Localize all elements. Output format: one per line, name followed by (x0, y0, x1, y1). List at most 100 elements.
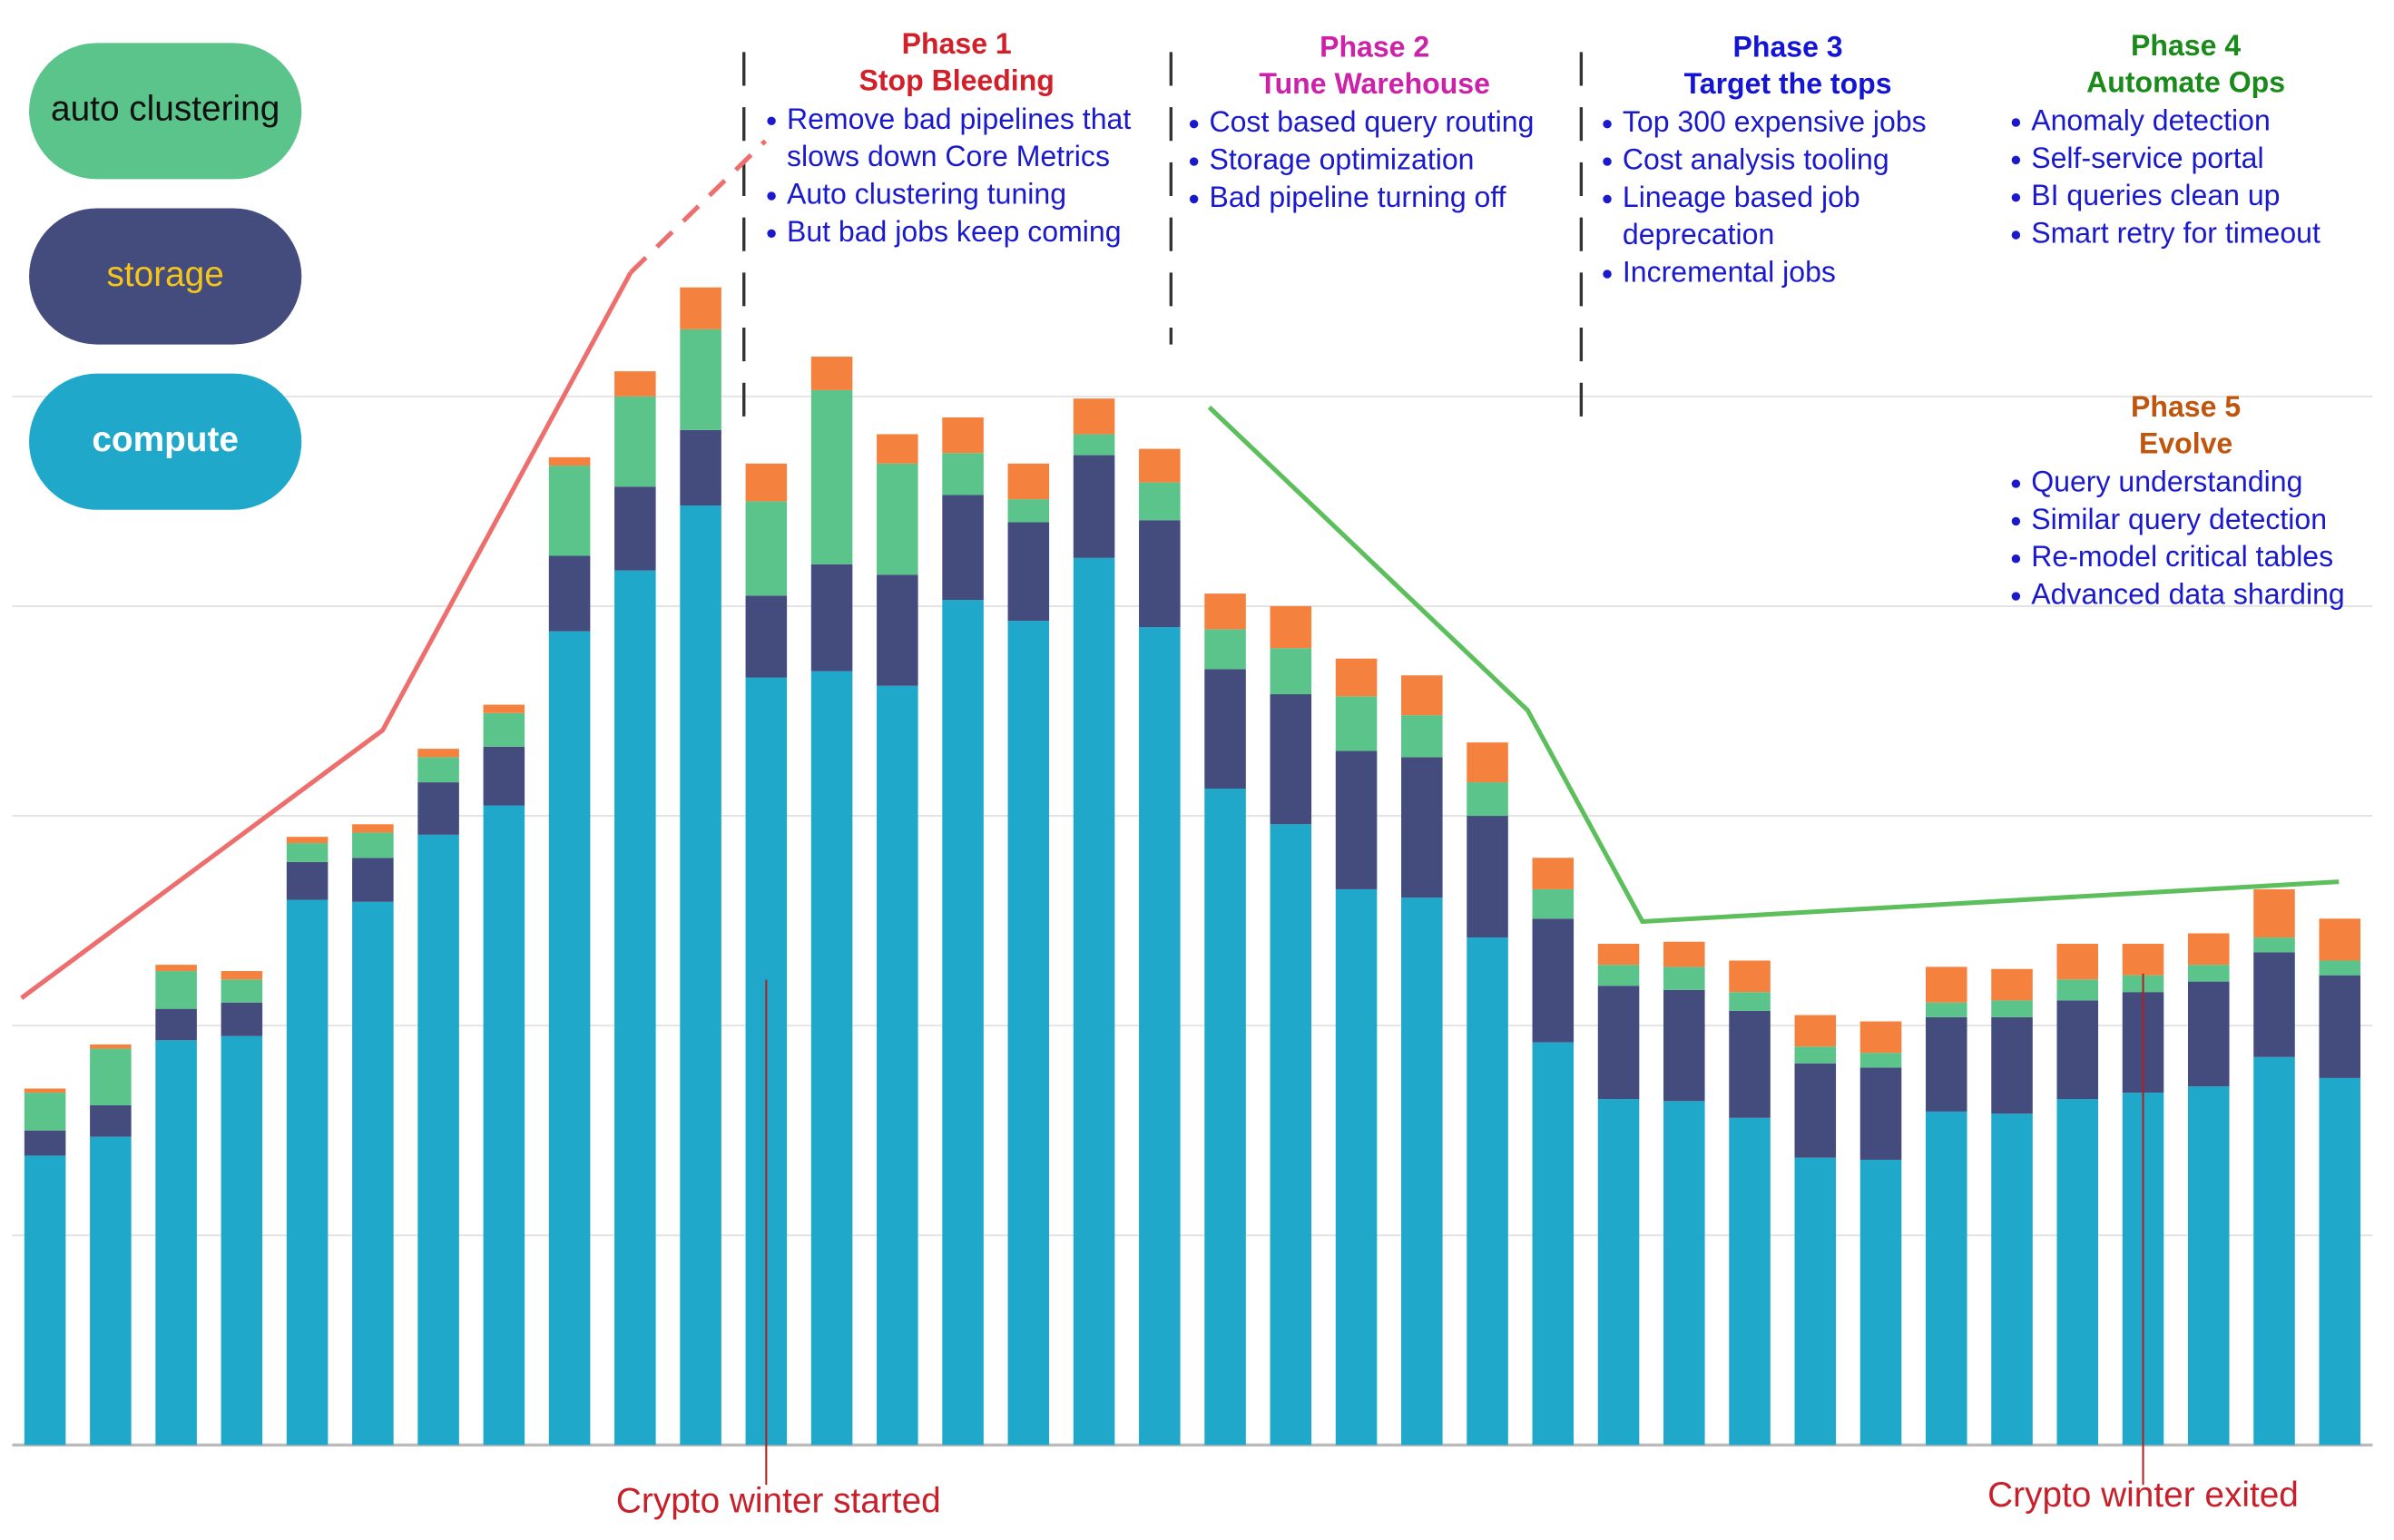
phase-item: Auto clustering tuning (787, 177, 1066, 210)
bar-segment (155, 965, 197, 972)
bar-segment (1794, 1015, 1837, 1047)
bar-segment (548, 555, 591, 632)
bar-segment (1532, 1042, 1575, 1446)
bar-segment (286, 843, 329, 862)
bar-segment (1991, 1000, 2033, 1017)
phase-subtitle: Automate Ops (2086, 65, 2285, 98)
bar-segment (1991, 968, 2033, 1001)
bar-segment (1007, 522, 1050, 622)
bar-segment (614, 486, 656, 571)
bar-segment (548, 631, 591, 1446)
bar-segment (352, 832, 394, 858)
bar-segment (1270, 694, 1312, 825)
bar-segment (2253, 937, 2295, 953)
phase-item: Storage optimization (1209, 143, 1474, 176)
phase-title: Phase 1 (902, 27, 1012, 60)
bar-segment (286, 837, 329, 844)
bar-segment (1401, 757, 1443, 898)
bar-segment (1663, 966, 1705, 990)
phase-subtitle: Stop Bleeding (859, 64, 1055, 97)
bar-segment (2056, 979, 2099, 1001)
bar-segment (1794, 1046, 1837, 1064)
bar-segment (810, 671, 853, 1446)
bar-segment (810, 389, 853, 564)
bar-segment (1926, 1002, 1967, 1017)
bar-segment (1139, 482, 1181, 521)
phase-item: Self-service portal (2031, 142, 2263, 174)
annotation-text: Crypto winter started (616, 1482, 941, 1521)
phase-item: deprecation (1623, 218, 1774, 250)
bullet (2011, 554, 2021, 564)
bar-segment (2319, 975, 2361, 1078)
bar-segment (90, 1044, 132, 1049)
legend-label: compute (92, 420, 239, 459)
bar-segment (745, 463, 788, 502)
bar-segment (548, 456, 591, 466)
bar-segment (352, 824, 394, 833)
legend-label: storage (106, 255, 223, 294)
bar-segment (1073, 455, 1115, 558)
bar-segment (1991, 1113, 2033, 1446)
phase-subtitle: Target the tops (1684, 67, 1892, 100)
bar-segment (1729, 960, 1771, 993)
bar-segment (2056, 944, 2099, 980)
bar-segment (155, 971, 197, 1009)
legend-pill (29, 373, 302, 510)
bar-segment (810, 356, 853, 390)
phase-item: Top 300 expensive jobs (1623, 105, 1927, 138)
bar-segment (1139, 520, 1181, 628)
bullet (1189, 194, 1199, 204)
bar-segment (1007, 499, 1050, 523)
bar-segment (286, 861, 329, 900)
bullet (1603, 194, 1612, 204)
trend-line-dashed (629, 139, 768, 275)
bar-segment (1794, 1157, 1837, 1446)
bar-segment (1335, 750, 1378, 889)
phase-title: Phase 3 (1733, 31, 1843, 64)
bar-segment (680, 329, 721, 430)
bar-segment (2187, 965, 2230, 982)
bar-segment (1926, 1111, 1967, 1446)
bar-segment (1139, 627, 1181, 1446)
bar-segment (352, 901, 394, 1446)
bar-segment (1204, 593, 1246, 630)
annotation-text: Crypto winter exited (1987, 1476, 2299, 1515)
bar-segment (1532, 858, 1575, 889)
bar-segment (1401, 715, 1443, 758)
phase-item: Smart retry for timeout (2031, 216, 2320, 249)
bar-segment (1729, 1117, 1771, 1446)
bar-segment (1270, 648, 1312, 695)
phase-item: BI queries clean up (2031, 179, 2280, 211)
bar-segment (1926, 1016, 1967, 1112)
bullet (2011, 592, 2021, 601)
bullet (767, 191, 776, 201)
bullet (2011, 516, 2021, 526)
bar-segment (1729, 992, 1771, 1011)
phase-item: Bad pipeline turning off (1209, 181, 1506, 213)
bar-segment (1663, 989, 1705, 1102)
phase-item: Cost based query routing (1209, 105, 1534, 138)
bar-segment (417, 757, 459, 783)
bar-segment (942, 417, 984, 454)
bar-segment (1467, 742, 1508, 783)
bar-segment (1663, 941, 1705, 967)
trend-line (20, 271, 633, 1000)
bar-segment (155, 1040, 197, 1446)
bar-segment (1859, 1021, 1902, 1054)
bar-segment (155, 1008, 197, 1041)
bar-segment (1007, 621, 1050, 1446)
bar-segment (1401, 898, 1443, 1446)
bar-segment (352, 858, 394, 902)
bar-segment (942, 600, 984, 1446)
bar-segment (942, 453, 984, 495)
bar-segment (1401, 675, 1443, 716)
bar-segment (1794, 1063, 1837, 1158)
bar-segment (1926, 966, 1967, 1003)
phase-item: Cost analysis tooling (1623, 143, 1889, 176)
bar-segment (680, 505, 721, 1446)
bar-segment (877, 434, 918, 464)
bar-segment (2253, 1056, 2295, 1446)
bar-segment (1335, 696, 1378, 751)
bar-segment (614, 371, 656, 397)
bullet (767, 116, 776, 126)
